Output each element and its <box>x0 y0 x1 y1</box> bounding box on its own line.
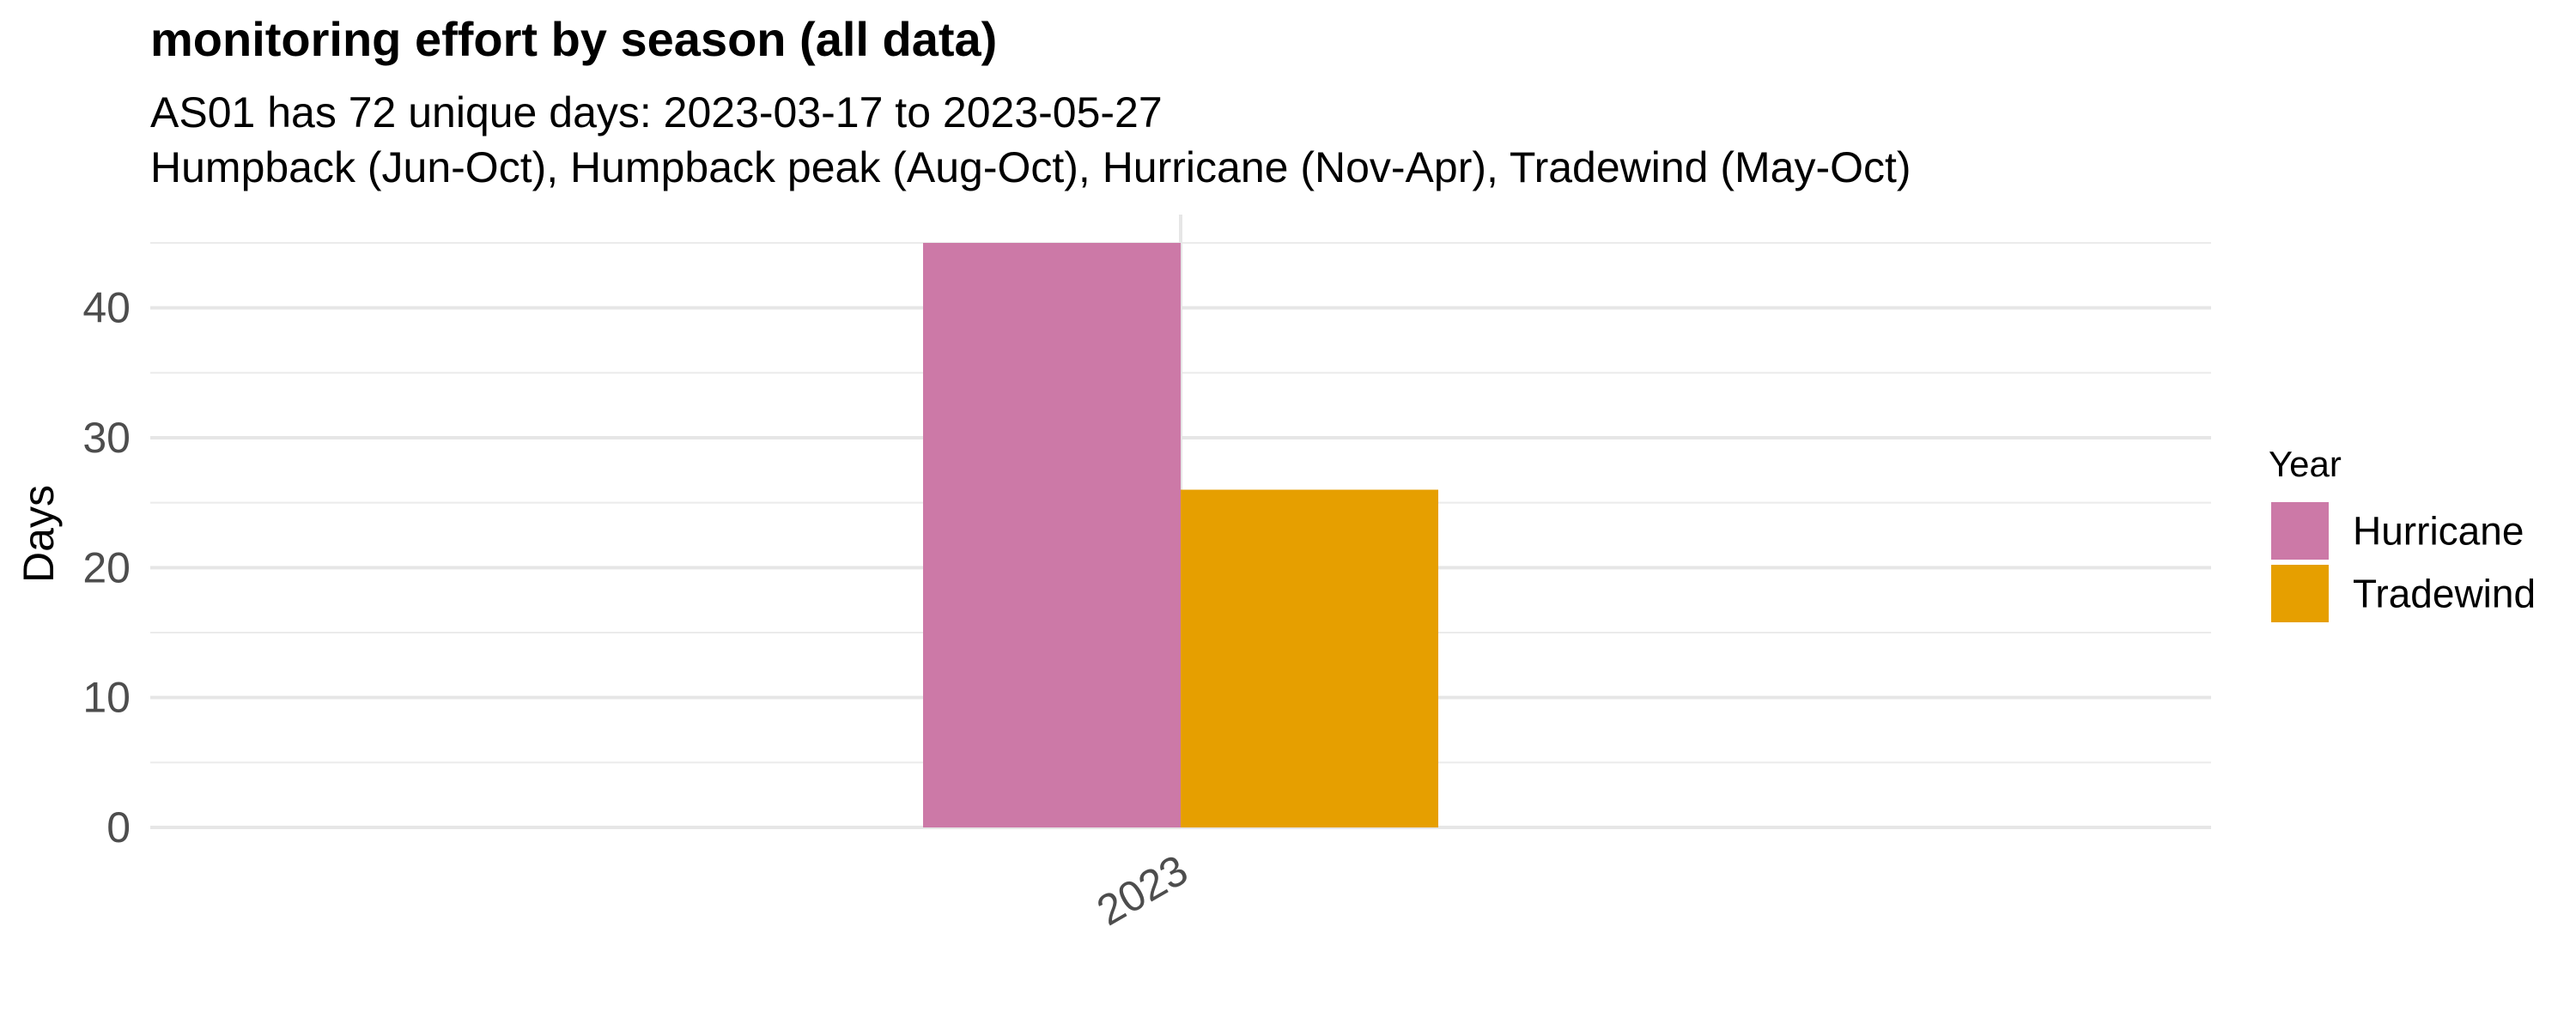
bar-hurricane <box>923 243 1181 827</box>
y-tick-label: 10 <box>82 674 131 722</box>
chart-subtitle-line-2: Humpback (Jun-Oct), Humpback peak (Aug-O… <box>150 143 1911 191</box>
y-tick-label: 30 <box>82 414 131 462</box>
y-axis-title: Days <box>15 485 63 583</box>
bars <box>923 243 1438 827</box>
y-tick-label: 20 <box>82 543 131 591</box>
x-axis-ticks: 2023 <box>1089 845 1195 935</box>
bar-tradewind <box>1181 489 1438 827</box>
y-axis-ticks: 0 10 20 30 40 <box>82 284 131 851</box>
chart-subtitle-line-1: AS01 has 72 unique days: 2023-03-17 to 2… <box>150 88 1163 136</box>
legend-label-tradewind: Tradewind <box>2353 572 2536 616</box>
x-tick-label: 2023 <box>1089 845 1195 935</box>
legend: Year Hurricane Tradewind <box>2269 444 2536 622</box>
y-tick-label: 0 <box>106 803 131 851</box>
legend-title: Year <box>2269 444 2342 484</box>
legend-label-hurricane: Hurricane <box>2353 509 2524 554</box>
y-tick-label: 40 <box>82 284 131 332</box>
chart-title: monitoring effort by season (all data) <box>150 12 997 66</box>
legend-key-hurricane <box>2271 502 2329 560</box>
legend-key-tradewind <box>2271 565 2329 622</box>
